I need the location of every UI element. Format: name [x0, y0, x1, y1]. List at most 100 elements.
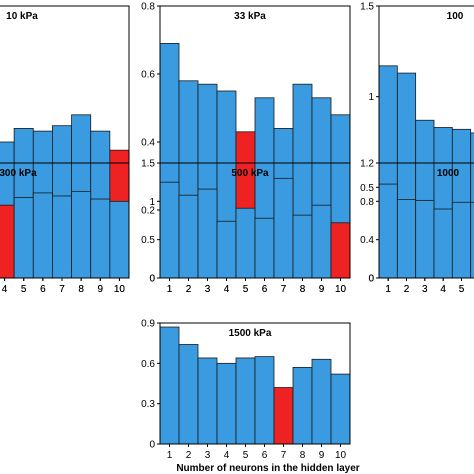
x-tick-label: 10: [335, 284, 347, 295]
y-tick-label: 0.8: [141, 2, 155, 13]
x-tick-label: 2: [186, 284, 192, 295]
y-tick-label: 0: [149, 274, 155, 285]
x-tick-label: 2: [186, 284, 192, 295]
y-tick-label: 0.2: [141, 206, 155, 217]
bar: [433, 208, 453, 279]
x-tick-label: 7: [281, 284, 287, 295]
bar: [254, 217, 275, 279]
y-tick-label: 0.5: [360, 183, 374, 194]
plot-frame: [159, 322, 351, 445]
bar: [235, 357, 256, 445]
panel-title: 100: [447, 11, 464, 22]
bar: [273, 177, 294, 279]
y-tick-label: 0: [368, 274, 374, 285]
panel-4: 4 5 6 7 8 9 10 300 kPa: [0, 162, 130, 295]
x-tick-label: 10: [335, 450, 347, 461]
x-tick-label: 2: [404, 284, 410, 295]
bar: [178, 344, 199, 445]
bar: [52, 195, 72, 279]
bar: [109, 200, 130, 279]
y-tick-label: 0.9: [141, 319, 155, 330]
x-tick-label: 3: [205, 284, 211, 295]
y-tick-label: 0.6: [141, 359, 155, 370]
bar: [216, 362, 237, 445]
y-tick-label: 0: [149, 440, 155, 451]
x-tick-label: 5: [21, 284, 27, 295]
panel-title: 10 kPa: [6, 11, 38, 22]
x-tick-label: 6: [262, 284, 268, 295]
y-tick-label: 0.3: [141, 399, 155, 410]
x-tick-label: 5: [21, 284, 27, 295]
x-tick-label: 7: [59, 284, 65, 295]
x-tick-label: 3: [422, 284, 428, 295]
x-tick-label: 6: [262, 450, 268, 461]
x-tick-label: 9: [319, 284, 325, 295]
bar: [330, 373, 351, 445]
x-tick-label: 5: [243, 284, 249, 295]
x-tick-label: 4: [224, 450, 230, 461]
bar: [90, 198, 111, 279]
x-tick-label: 8: [78, 284, 84, 295]
bar: [159, 181, 180, 279]
x-tick-label: 1: [385, 284, 391, 295]
x-tick-label: 9: [319, 450, 325, 461]
bar: [197, 357, 218, 445]
y-tick-label: 0.5: [141, 235, 155, 246]
x-tick-label: 10: [114, 284, 126, 295]
y-tick-label: 1: [368, 92, 374, 103]
panel-title: 1500 kPa: [229, 328, 272, 339]
x-axis-label: Number of neurons in the hidden layer: [176, 463, 359, 474]
panel-7: 1 2 3 4 5 6 7 8 9 10 0 0.3 0.6 0.9 1500 kPa: [141, 319, 351, 461]
panel-title: 33 kPa: [234, 11, 266, 22]
x-tick-label: 5: [243, 450, 249, 461]
x-tick-label: 8: [300, 284, 306, 295]
x-tick-label: 3: [205, 450, 211, 461]
bar: [292, 366, 313, 445]
x-tick-label: 4: [440, 284, 446, 295]
x-tick-label: 8: [300, 450, 306, 461]
x-tick-label: 6: [40, 284, 46, 295]
x-tick-label: 5: [243, 284, 249, 295]
panel-title: 500 kPa: [231, 168, 269, 179]
x-tick-label: 9: [98, 284, 104, 295]
x-tick-label: 2: [186, 450, 192, 461]
x-tick-label: 5: [459, 284, 465, 295]
y-tick-label: 0.4: [360, 235, 374, 246]
bar: [311, 358, 332, 445]
bar: [470, 201, 474, 279]
y-tick-label: 0: [149, 274, 155, 285]
x-tick-label: 7: [281, 284, 287, 295]
panel-title: 300 kPa: [0, 168, 37, 179]
x-tick-label: 1: [167, 284, 173, 295]
x-tick-label: 10: [335, 284, 347, 295]
bar: [178, 194, 199, 279]
bar: [396, 199, 417, 279]
x-tick-label: 8: [300, 284, 306, 295]
highlighted-bar: [273, 387, 294, 445]
bar: [451, 201, 472, 279]
x-tick-label: 4: [440, 284, 446, 295]
x-tick-label: 4: [224, 284, 230, 295]
x-tick-label: 1: [167, 450, 173, 461]
y-tick-label: 1: [149, 197, 155, 208]
x-tick-label: 4: [2, 284, 8, 295]
plot-frame: [378, 162, 474, 279]
bar: [254, 356, 275, 445]
x-tick-label: 10: [114, 284, 126, 295]
x-tick-label: 3: [205, 284, 211, 295]
x-tick-label: 1: [167, 284, 173, 295]
y-tick-label: 0.6: [141, 70, 155, 81]
plot-frame: [159, 162, 351, 279]
panel-5: 1 2 3 4 5 6 7 8 9 10 0 0.5 1 1.5 500 kPa: [141, 159, 351, 295]
x-tick-label: 2: [404, 284, 410, 295]
y-tick-label: 0.8: [360, 197, 374, 208]
x-tick-label: 4: [224, 284, 230, 295]
x-tick-label: 7: [59, 284, 65, 295]
bar: [292, 214, 313, 279]
panel-title: 1000: [437, 168, 460, 179]
y-tick-label: 1.5: [141, 159, 155, 170]
x-tick-label: 5: [459, 284, 465, 295]
bar: [13, 197, 34, 279]
